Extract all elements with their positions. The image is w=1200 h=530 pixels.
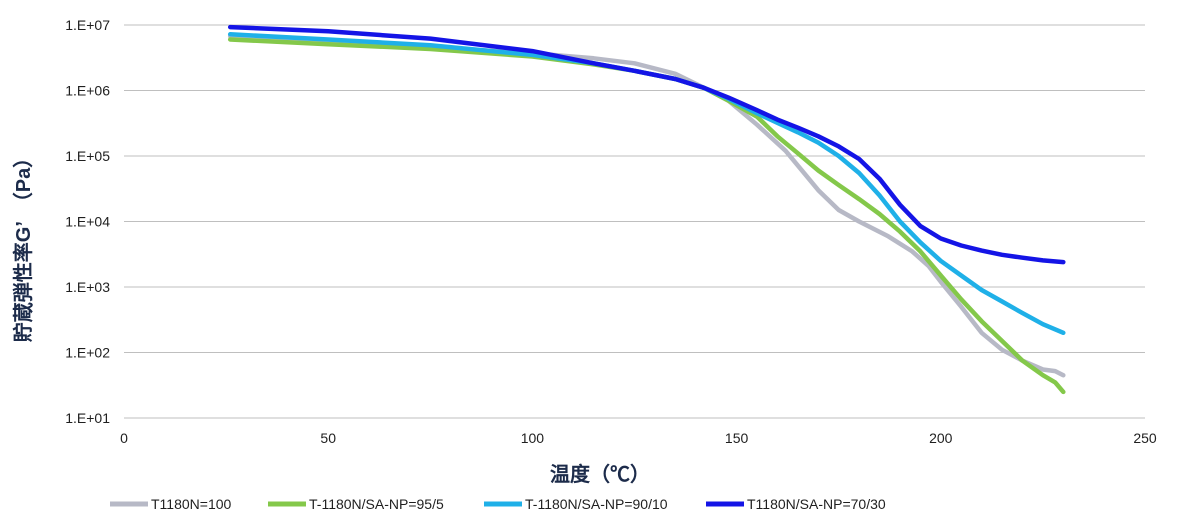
x-axis-title: 温度（℃） bbox=[550, 462, 650, 486]
y-tick-label: 1.E+03 bbox=[65, 279, 110, 295]
x-tick-label: 50 bbox=[320, 430, 336, 446]
legend-item: T1180N=100 bbox=[110, 496, 232, 512]
y-tick-label: 1.E+05 bbox=[65, 148, 110, 164]
series-line-2 bbox=[227, 37, 1066, 395]
y-tick-label: 1.E+07 bbox=[65, 17, 110, 33]
legend-item: T-1180N/SA-NP=95/5 bbox=[268, 496, 444, 512]
series-lines bbox=[227, 24, 1066, 395]
y-tick-label: 1.E+01 bbox=[65, 410, 110, 426]
x-tick-label: 200 bbox=[929, 430, 953, 446]
legend-label: T-1180N/SA-NP=95/5 bbox=[309, 496, 444, 512]
legend-item: T1180N/SA-NP=70/30 bbox=[706, 496, 886, 512]
series-line-4 bbox=[227, 24, 1066, 265]
legend-label: T1180N=100 bbox=[151, 496, 232, 512]
y-tick-label: 1.E+04 bbox=[65, 214, 110, 230]
legend-label: T1180N/SA-NP=70/30 bbox=[747, 496, 886, 512]
series-line-1 bbox=[227, 34, 1066, 378]
x-tick-label: 250 bbox=[1133, 430, 1157, 446]
y-axis-title: 貯蔵弾性率G’ （Pa） bbox=[11, 148, 35, 342]
legend: T1180N=100 T-1180N/SA-NP=95/5 T-1180N/SA-N… bbox=[110, 496, 886, 512]
y-axis-ticks: 1.E+01 1.E+02 1.E+03 1.E+04 1.E+05 1.E+06 1.E+… bbox=[65, 17, 110, 426]
y-tick-label: 1.E+06 bbox=[65, 83, 110, 99]
x-axis-ticks: 0 50 100 150 200 250 bbox=[120, 430, 1157, 446]
grid-lines bbox=[124, 24, 1145, 353]
x-tick-label: 100 bbox=[521, 430, 545, 446]
x-tick-label: 150 bbox=[725, 430, 749, 446]
y-tick-label: 1.E+02 bbox=[65, 345, 110, 361]
legend-item: T-1180N/SA-NP=90/10 bbox=[484, 496, 668, 512]
x-tick-label: 0 bbox=[120, 430, 128, 446]
series-line-3 bbox=[227, 32, 1066, 336]
legend-label: T-1180N/SA-NP=90/10 bbox=[525, 496, 668, 512]
